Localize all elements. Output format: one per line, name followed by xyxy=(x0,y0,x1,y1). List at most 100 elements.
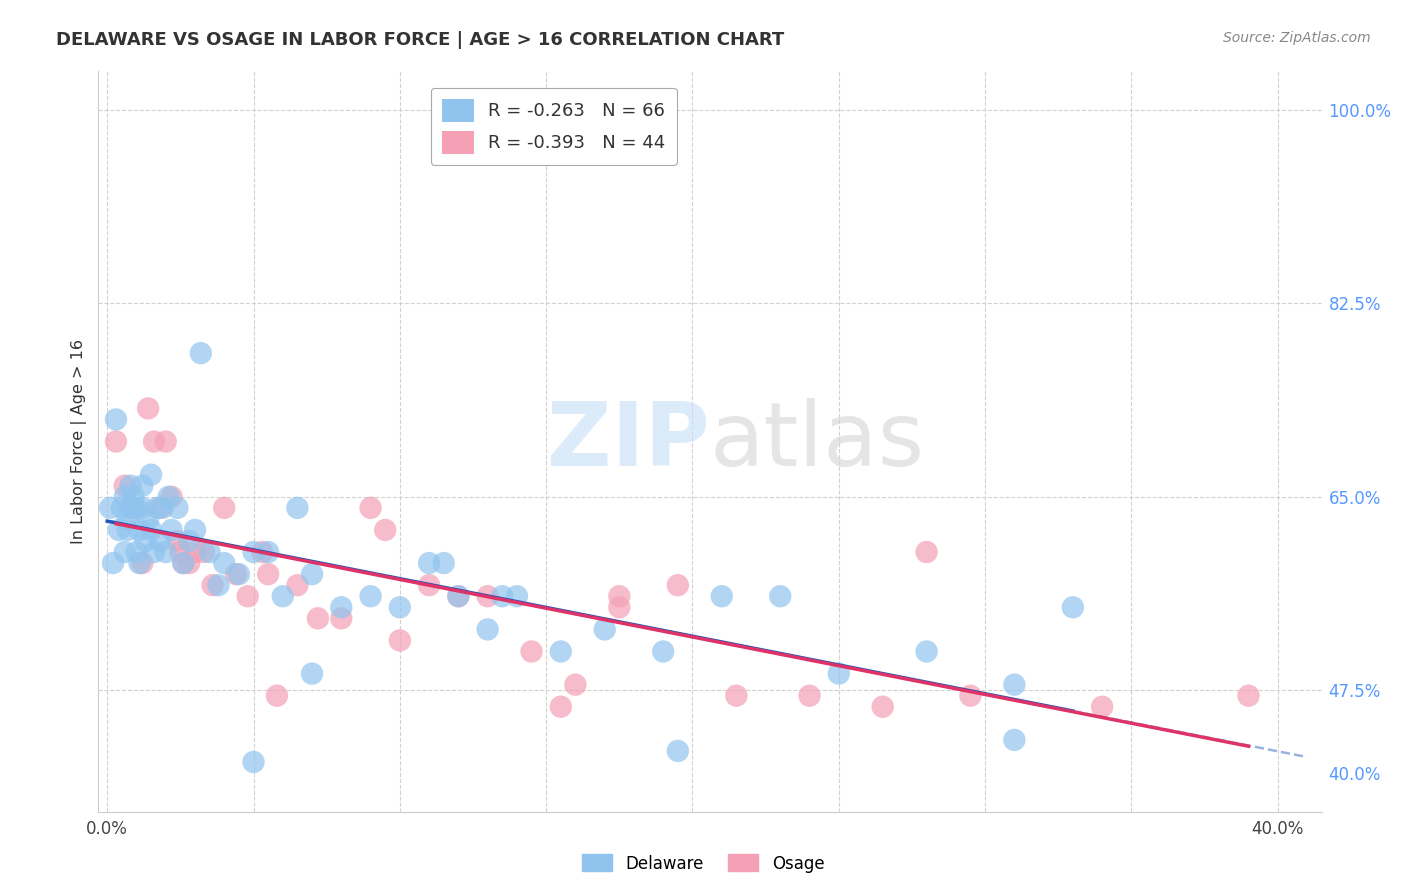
Point xyxy=(101,556,124,570)
Point xyxy=(136,512,159,526)
Point xyxy=(122,490,145,504)
Point xyxy=(652,644,675,658)
Point xyxy=(131,556,153,570)
Point xyxy=(550,699,572,714)
Point xyxy=(122,500,145,515)
Point xyxy=(117,512,139,526)
Point xyxy=(125,500,148,515)
Point xyxy=(330,600,353,615)
Y-axis label: In Labor Force | Age > 16: In Labor Force | Age > 16 xyxy=(72,339,87,544)
Point xyxy=(1062,600,1084,615)
Point xyxy=(828,666,851,681)
Point xyxy=(149,500,172,515)
Point xyxy=(122,500,145,515)
Point xyxy=(307,611,329,625)
Point xyxy=(228,567,250,582)
Point xyxy=(131,500,153,515)
Point xyxy=(872,699,894,714)
Point xyxy=(607,589,630,603)
Point xyxy=(143,434,166,449)
Point xyxy=(193,545,215,559)
Point xyxy=(1002,678,1025,692)
Point xyxy=(166,533,188,548)
Point xyxy=(593,623,616,637)
Point xyxy=(125,545,148,559)
Point xyxy=(120,500,142,515)
Point xyxy=(114,479,136,493)
Point xyxy=(131,479,153,493)
Point xyxy=(330,611,353,625)
Point xyxy=(166,500,188,515)
Point xyxy=(666,578,689,592)
Point xyxy=(564,678,586,692)
Point xyxy=(477,623,499,637)
Point xyxy=(959,689,981,703)
Point xyxy=(1237,689,1260,703)
Point xyxy=(149,533,172,548)
Legend: Delaware, Osage: Delaware, Osage xyxy=(575,847,831,880)
Point xyxy=(550,644,572,658)
Point xyxy=(111,500,134,515)
Point xyxy=(491,589,513,603)
Point xyxy=(520,644,543,658)
Point xyxy=(155,545,177,559)
Point xyxy=(184,545,207,559)
Point xyxy=(190,346,212,360)
Point xyxy=(1091,699,1114,714)
Point xyxy=(360,500,382,515)
Point xyxy=(104,434,127,449)
Point xyxy=(169,545,191,559)
Point xyxy=(152,500,174,515)
Point xyxy=(915,545,938,559)
Point xyxy=(388,633,411,648)
Point xyxy=(271,589,294,603)
Legend: R = -0.263   N = 66, R = -0.393   N = 44: R = -0.263 N = 66, R = -0.393 N = 44 xyxy=(430,87,676,165)
Point xyxy=(184,523,207,537)
Point xyxy=(301,567,323,582)
Point xyxy=(433,556,456,570)
Point xyxy=(155,434,177,449)
Point xyxy=(134,533,156,548)
Text: DELAWARE VS OSAGE IN LABOR FORCE | AGE > 16 CORRELATION CHART: DELAWARE VS OSAGE IN LABOR FORCE | AGE >… xyxy=(56,31,785,49)
Text: atlas: atlas xyxy=(710,398,925,485)
Point xyxy=(388,600,411,615)
Point xyxy=(146,500,169,515)
Point xyxy=(725,689,748,703)
Point xyxy=(212,556,235,570)
Point xyxy=(418,578,440,592)
Point xyxy=(104,412,127,426)
Point xyxy=(799,689,821,703)
Point xyxy=(360,589,382,603)
Point xyxy=(128,523,150,537)
Text: ZIP: ZIP xyxy=(547,398,710,485)
Point xyxy=(447,589,470,603)
Point xyxy=(98,500,121,515)
Point xyxy=(287,500,309,515)
Point xyxy=(120,479,142,493)
Point xyxy=(114,545,136,559)
Point xyxy=(139,523,162,537)
Point xyxy=(207,578,229,592)
Point xyxy=(301,666,323,681)
Point xyxy=(172,556,194,570)
Point xyxy=(242,755,264,769)
Point xyxy=(108,523,131,537)
Point xyxy=(172,556,194,570)
Point xyxy=(128,556,150,570)
Point xyxy=(477,589,499,603)
Point xyxy=(1002,732,1025,747)
Point xyxy=(257,545,280,559)
Point xyxy=(160,490,183,504)
Point xyxy=(198,545,221,559)
Point xyxy=(179,533,201,548)
Point xyxy=(287,578,309,592)
Point xyxy=(139,467,162,482)
Point xyxy=(225,567,247,582)
Point xyxy=(374,523,396,537)
Point xyxy=(257,567,280,582)
Point xyxy=(607,600,630,615)
Text: Source: ZipAtlas.com: Source: ZipAtlas.com xyxy=(1223,31,1371,45)
Point xyxy=(160,523,183,537)
Point xyxy=(266,689,288,703)
Point xyxy=(117,523,139,537)
